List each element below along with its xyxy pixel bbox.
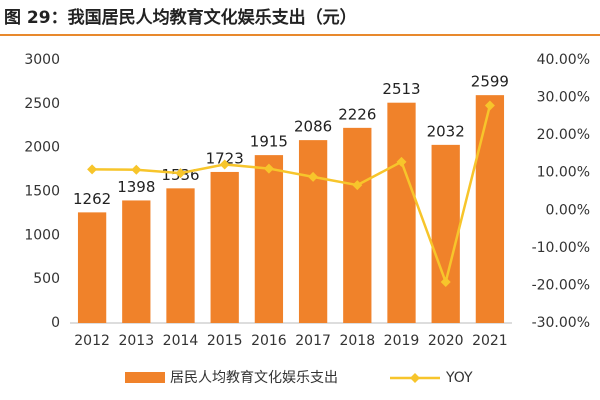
- line-marker: [352, 180, 363, 191]
- line-marker: [484, 100, 495, 111]
- y-tick-label: 0: [51, 315, 60, 331]
- bar: [254, 155, 284, 323]
- legend-swatch: [410, 373, 420, 383]
- x-tick-label: 2019: [384, 333, 420, 349]
- y-tick-label: 500: [33, 271, 60, 287]
- y2-tick-label: 30.00%: [537, 90, 590, 106]
- legend-label: YOY: [445, 370, 473, 386]
- y2-tick-label: 0.00%: [546, 202, 590, 218]
- line: [92, 105, 492, 287]
- y2-tick-label: -10.00%: [532, 240, 590, 256]
- value-label: 2032: [427, 122, 465, 140]
- line-marker: [219, 159, 230, 170]
- bar: [343, 127, 372, 323]
- legend-swatch: [125, 372, 165, 383]
- y2-tick-label: 20.00%: [537, 127, 590, 143]
- value-label: 1915: [250, 133, 288, 151]
- bar: [475, 95, 505, 324]
- value-label: 1723: [206, 149, 244, 167]
- x-tick-label: 2015: [207, 333, 243, 349]
- y2-tick-label: 40.00%: [537, 52, 590, 68]
- x-tick-label: 2020: [428, 333, 464, 349]
- legend-label: 居民人均教育文化娱乐支出: [170, 370, 338, 386]
- y-tick-label: 2500: [24, 96, 60, 112]
- x-tick-label: 2018: [339, 333, 375, 349]
- chart-title: 图 29：我国居民人均教育文化娱乐支出（元）: [4, 7, 357, 28]
- y-tick-label: 2000: [24, 140, 60, 156]
- x-tick-label: 2013: [118, 333, 154, 349]
- bar: [166, 188, 195, 323]
- line-marker: [87, 164, 98, 175]
- y2-tick-label: -20.00%: [532, 277, 590, 293]
- bar: [122, 200, 151, 323]
- line-marker: [308, 171, 319, 182]
- x-tick-label: 2017: [295, 333, 331, 349]
- value-label: 1262: [73, 190, 111, 208]
- x-tick-label: 2016: [251, 333, 287, 349]
- value-label: 2226: [338, 105, 376, 123]
- bar: [77, 212, 107, 323]
- line-marker: [396, 156, 407, 167]
- value-label: 2599: [471, 73, 509, 91]
- x-tick-label: 2012: [74, 333, 110, 349]
- bar: [210, 171, 239, 323]
- x-tick-label: 2021: [472, 333, 508, 349]
- y2-tick-label: -30.00%: [532, 315, 590, 331]
- line-marker: [131, 164, 142, 175]
- x-tick-label: 2014: [163, 333, 199, 349]
- line-marker: [440, 277, 451, 288]
- line-marker: [175, 168, 186, 179]
- y-tick-label: 1500: [24, 184, 60, 200]
- y-tick-label: 3000: [24, 52, 60, 68]
- y2-tick-label: 10.00%: [537, 165, 590, 181]
- value-label: 1398: [117, 178, 155, 196]
- bar: [431, 144, 460, 323]
- value-label: 2513: [382, 80, 420, 98]
- bar: [298, 140, 328, 323]
- bar: [387, 102, 416, 323]
- value-label: 2086: [294, 118, 332, 136]
- y-tick-label: 1000: [24, 227, 60, 243]
- line-marker: [263, 163, 274, 174]
